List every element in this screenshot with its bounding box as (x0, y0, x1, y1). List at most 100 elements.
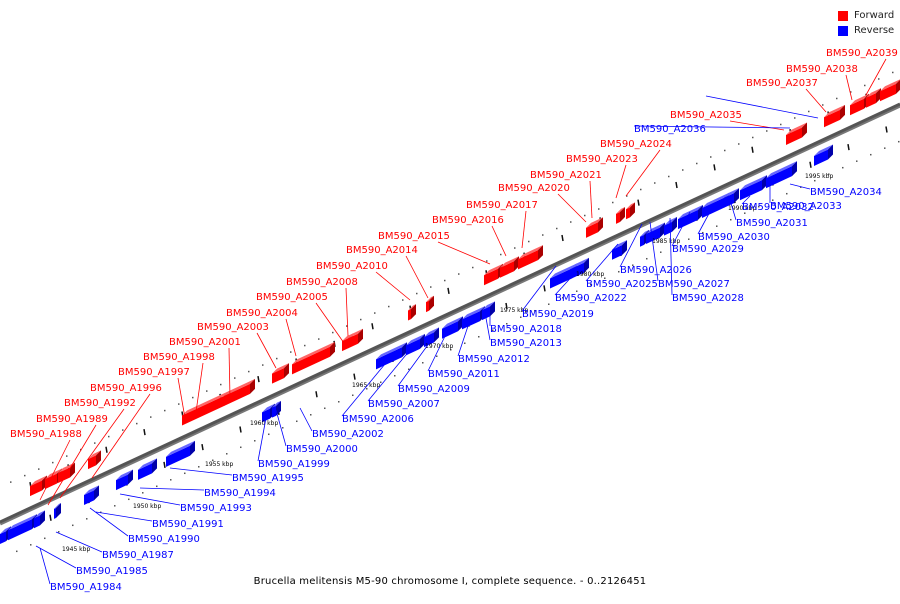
guide-dot-lower (296, 420, 298, 423)
guide-dot-lower (170, 479, 172, 481)
reverse-gene-block-top (84, 485, 99, 495)
forward-gene-label: BM590_A2004 (226, 308, 298, 319)
guide-dot-lower (618, 270, 620, 273)
reverse-gene-block-top (8, 514, 37, 531)
guide-dot-lower (394, 375, 396, 377)
guide-dot-upper (206, 390, 208, 392)
forward-gene-block-side (358, 328, 363, 344)
guide-dot-lower (702, 231, 704, 234)
forward-gene-block (408, 309, 411, 321)
reverse-gene-block (550, 268, 572, 289)
guide-dot-upper (66, 455, 68, 457)
reverse-gene-block (646, 227, 660, 244)
guide-dot-lower (450, 349, 452, 351)
guide-dot-lower (142, 492, 144, 494)
forward-gene-block-top (426, 295, 434, 303)
reverse-gene-label: BM590_A2002 (312, 429, 384, 440)
reverse-gene-block-side (56, 502, 61, 518)
guide-dot-upper (346, 325, 348, 327)
forward-leader (437, 241, 491, 265)
guide-dot-upper (640, 188, 642, 191)
guide-dot-upper (388, 305, 390, 308)
forward-gene-label: BM590_A2014 (346, 245, 418, 256)
reverse-gene-label: BM590_A1991 (152, 519, 224, 530)
guide-dot-upper (10, 481, 12, 483)
forward-leader (625, 149, 661, 197)
reverse-gene-block (678, 209, 698, 230)
forward-gene-label: BM590_A2015 (378, 231, 450, 242)
guide-dot-lower (408, 368, 410, 371)
guide-dot-upper (220, 383, 222, 386)
reverse-leader (119, 493, 181, 506)
reverse-leader (633, 125, 791, 129)
forward-gene-label: BM590_A2005 (256, 292, 328, 303)
reverse-gene-label: BM590_A1995 (232, 473, 304, 484)
kbp-label: 1950 kbp (133, 503, 161, 510)
reverse-leader (397, 341, 431, 387)
guide-dot-lower (492, 329, 494, 331)
guide-dot-lower (212, 459, 214, 462)
guide-dot-lower (884, 147, 886, 149)
reverse-leader (55, 531, 103, 553)
forward-leader (845, 74, 853, 101)
tick-mark (315, 391, 318, 398)
reverse-leader (697, 207, 713, 235)
forward-gene-block-top (292, 341, 335, 365)
forward-gene-block-top (342, 333, 353, 342)
tick-mark (561, 234, 564, 242)
reverse-gene-block-top (462, 306, 485, 320)
forward-gene-label: BM590_A2001 (169, 337, 241, 348)
forward-gene-block (824, 109, 840, 128)
reverse-gene-block-side (584, 257, 589, 273)
forward-leader (375, 271, 411, 301)
forward-gene-block-top (616, 207, 625, 214)
reverse-gene-block-side (762, 175, 767, 191)
guide-dot-lower (870, 153, 872, 156)
reverse-gene-block-top (138, 458, 157, 470)
forward-gene-label: BM590_A2010 (316, 261, 388, 272)
tick-mark (143, 428, 146, 436)
reverse-gene-block (406, 338, 420, 356)
forward-gene-label: BM590_A1997 (118, 367, 190, 378)
reverse-gene-block (482, 306, 490, 321)
reverse-gene-block-top (550, 263, 577, 279)
forward-gene-block (58, 467, 70, 484)
guide-dot-upper (38, 468, 40, 470)
guide-dot-lower (72, 524, 74, 527)
guide-dot-lower (184, 472, 186, 475)
guide-dot-upper (164, 409, 166, 412)
reverse-gene-block-side (660, 222, 665, 238)
reverse-gene-block-top (54, 502, 61, 509)
reverse-leader (671, 211, 691, 247)
reverse-gene-label: BM590_A2030 (698, 232, 770, 243)
reverse-gene-block-side (128, 469, 133, 485)
reverse-gene-block (766, 166, 792, 189)
forward-gene-block (88, 455, 96, 470)
reverse-leader (669, 217, 673, 296)
reverse-gene-block-top (262, 403, 275, 413)
tick-mark (847, 144, 850, 151)
reverse-gene-block-side (698, 204, 703, 220)
forward-leader (256, 332, 277, 369)
tick-mark (675, 181, 678, 189)
forward-gene-label: BM590_A2016 (432, 215, 504, 226)
guide-dot-upper (80, 448, 82, 451)
reverse-gene-label: BM590_A2019 (522, 309, 594, 320)
forward-gene-block-top (518, 245, 543, 260)
guide-dot-lower (198, 466, 200, 468)
reverse-gene-block (84, 490, 94, 505)
reverse-gene-block-side (190, 440, 195, 456)
guide-dot-lower (688, 238, 690, 240)
reverse-gene-label: BM590_A2009 (398, 384, 470, 395)
forward-gene-block (850, 98, 864, 116)
reverse-gene-label: BM590_A2022 (555, 293, 627, 304)
guide-dot-upper (822, 104, 824, 106)
kbp-label: 1965 kbp (352, 382, 380, 389)
forward-gene-block-top (626, 202, 635, 210)
guide-dot-lower (716, 225, 718, 227)
forward-leader (39, 439, 71, 501)
guide-dot-upper (598, 208, 600, 210)
guide-dot-upper (710, 156, 712, 158)
guide-dot-lower (562, 296, 564, 299)
guide-dot-upper (808, 110, 810, 113)
